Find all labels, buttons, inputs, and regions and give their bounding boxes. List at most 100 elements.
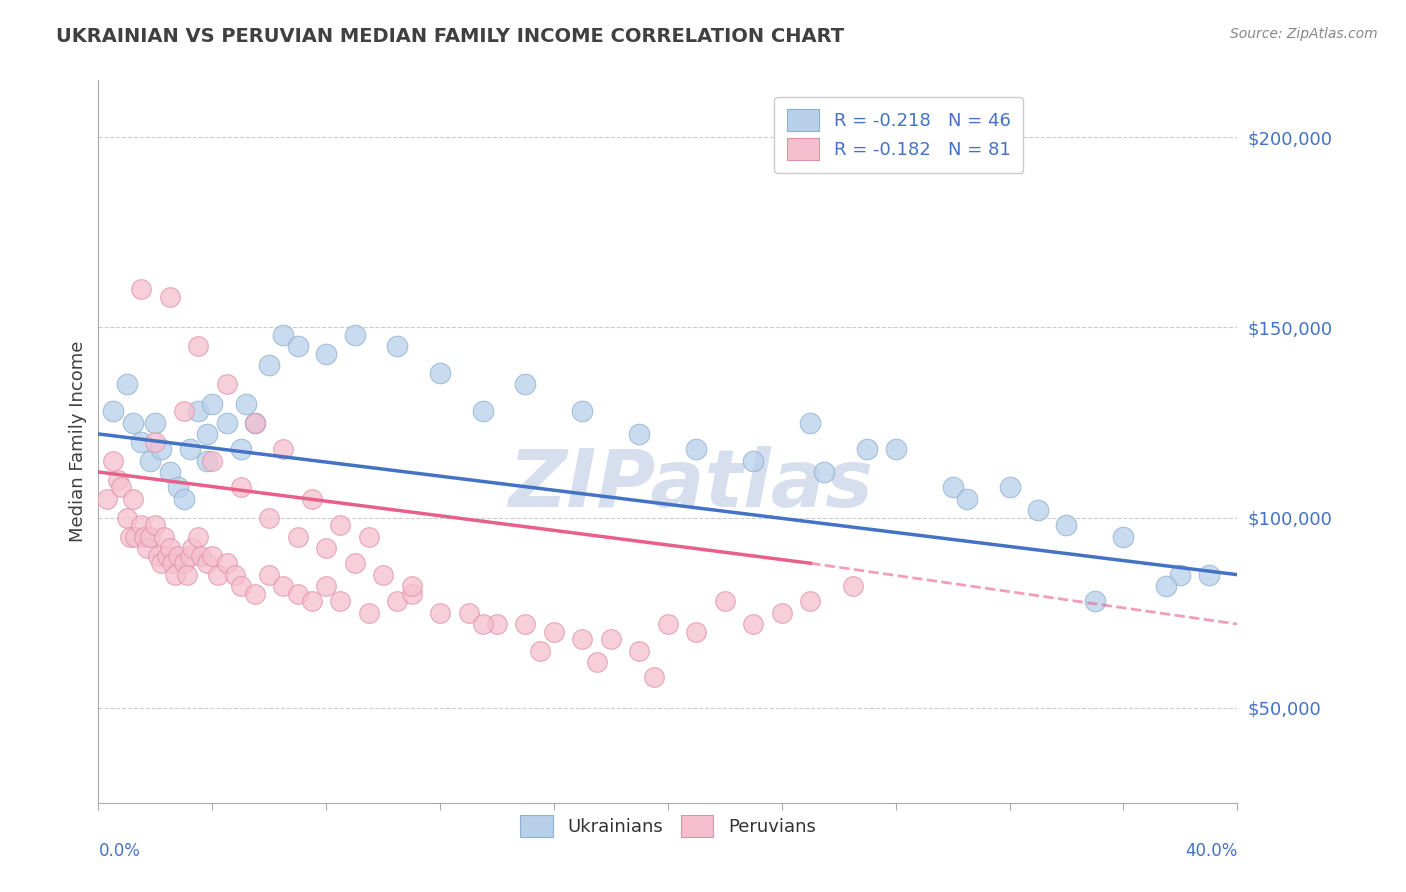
Point	[187, 404, 209, 418]
Point	[243, 416, 266, 430]
Point	[329, 594, 352, 608]
Point	[343, 556, 366, 570]
Point	[799, 594, 821, 608]
Point	[329, 518, 352, 533]
Point	[195, 556, 218, 570]
Point	[998, 480, 1021, 494]
Text: UKRAINIAN VS PERUVIAN MEDIAN FAMILY INCOME CORRELATION CHART: UKRAINIAN VS PERUVIAN MEDIAN FAMILY INCO…	[56, 27, 845, 45]
Point	[371, 567, 394, 582]
Point	[115, 377, 138, 392]
Point	[229, 442, 252, 457]
Point	[187, 339, 209, 353]
Point	[162, 556, 184, 570]
Point	[571, 632, 593, 647]
Point	[145, 434, 167, 449]
Point	[657, 617, 679, 632]
Point	[1170, 567, 1192, 582]
Point	[685, 624, 707, 639]
Point	[190, 549, 212, 563]
Point	[135, 541, 157, 555]
Point	[842, 579, 865, 593]
Point	[101, 453, 124, 467]
Point	[471, 617, 494, 632]
Point	[156, 549, 179, 563]
Point	[150, 442, 173, 457]
Point	[153, 530, 176, 544]
Point	[571, 404, 593, 418]
Point	[301, 594, 323, 608]
Point	[215, 556, 238, 570]
Point	[401, 579, 423, 593]
Point	[742, 453, 765, 467]
Point	[343, 328, 366, 343]
Point	[628, 426, 651, 441]
Point	[167, 480, 190, 494]
Text: ZIPatlas: ZIPatlas	[508, 446, 873, 524]
Text: 40.0%: 40.0%	[1185, 842, 1237, 860]
Point	[357, 606, 380, 620]
Point	[179, 442, 201, 457]
Point	[714, 594, 737, 608]
Point	[165, 567, 187, 582]
Point	[107, 473, 129, 487]
Point	[167, 549, 190, 563]
Point	[301, 491, 323, 506]
Point	[357, 530, 380, 544]
Point	[129, 518, 152, 533]
Point	[159, 290, 181, 304]
Point	[429, 606, 451, 620]
Point	[643, 670, 665, 684]
Point	[129, 434, 152, 449]
Point	[124, 530, 146, 544]
Point	[884, 442, 907, 457]
Point	[1084, 594, 1107, 608]
Point	[315, 579, 337, 593]
Point	[173, 404, 195, 418]
Point	[273, 442, 295, 457]
Point	[1112, 530, 1135, 544]
Point	[813, 465, 835, 479]
Point	[110, 480, 132, 494]
Point	[138, 453, 160, 467]
Point	[121, 491, 143, 506]
Point	[259, 359, 281, 373]
Point	[215, 377, 238, 392]
Point	[201, 453, 224, 467]
Point	[181, 541, 204, 555]
Point	[1154, 579, 1177, 593]
Point	[486, 617, 509, 632]
Point	[229, 480, 252, 494]
Point	[685, 442, 707, 457]
Point	[195, 426, 218, 441]
Point	[148, 549, 170, 563]
Point	[429, 366, 451, 380]
Point	[243, 587, 266, 601]
Point	[224, 567, 246, 582]
Point	[215, 416, 238, 430]
Point	[243, 416, 266, 430]
Point	[132, 530, 155, 544]
Point	[315, 541, 337, 555]
Point	[287, 587, 309, 601]
Legend: Ukrainians, Peruvians: Ukrainians, Peruvians	[513, 808, 823, 845]
Point	[145, 416, 167, 430]
Point	[187, 530, 209, 544]
Point	[457, 606, 479, 620]
Point	[101, 404, 124, 418]
Point	[273, 328, 295, 343]
Point	[96, 491, 118, 506]
Point	[956, 491, 979, 506]
Point	[195, 453, 218, 467]
Text: 0.0%: 0.0%	[98, 842, 141, 860]
Point	[387, 339, 409, 353]
Point	[115, 510, 138, 524]
Point	[287, 339, 309, 353]
Point	[742, 617, 765, 632]
Point	[1198, 567, 1220, 582]
Y-axis label: Median Family Income: Median Family Income	[69, 341, 87, 542]
Point	[515, 377, 537, 392]
Point	[799, 416, 821, 430]
Point	[600, 632, 623, 647]
Point	[770, 606, 793, 620]
Point	[315, 347, 337, 361]
